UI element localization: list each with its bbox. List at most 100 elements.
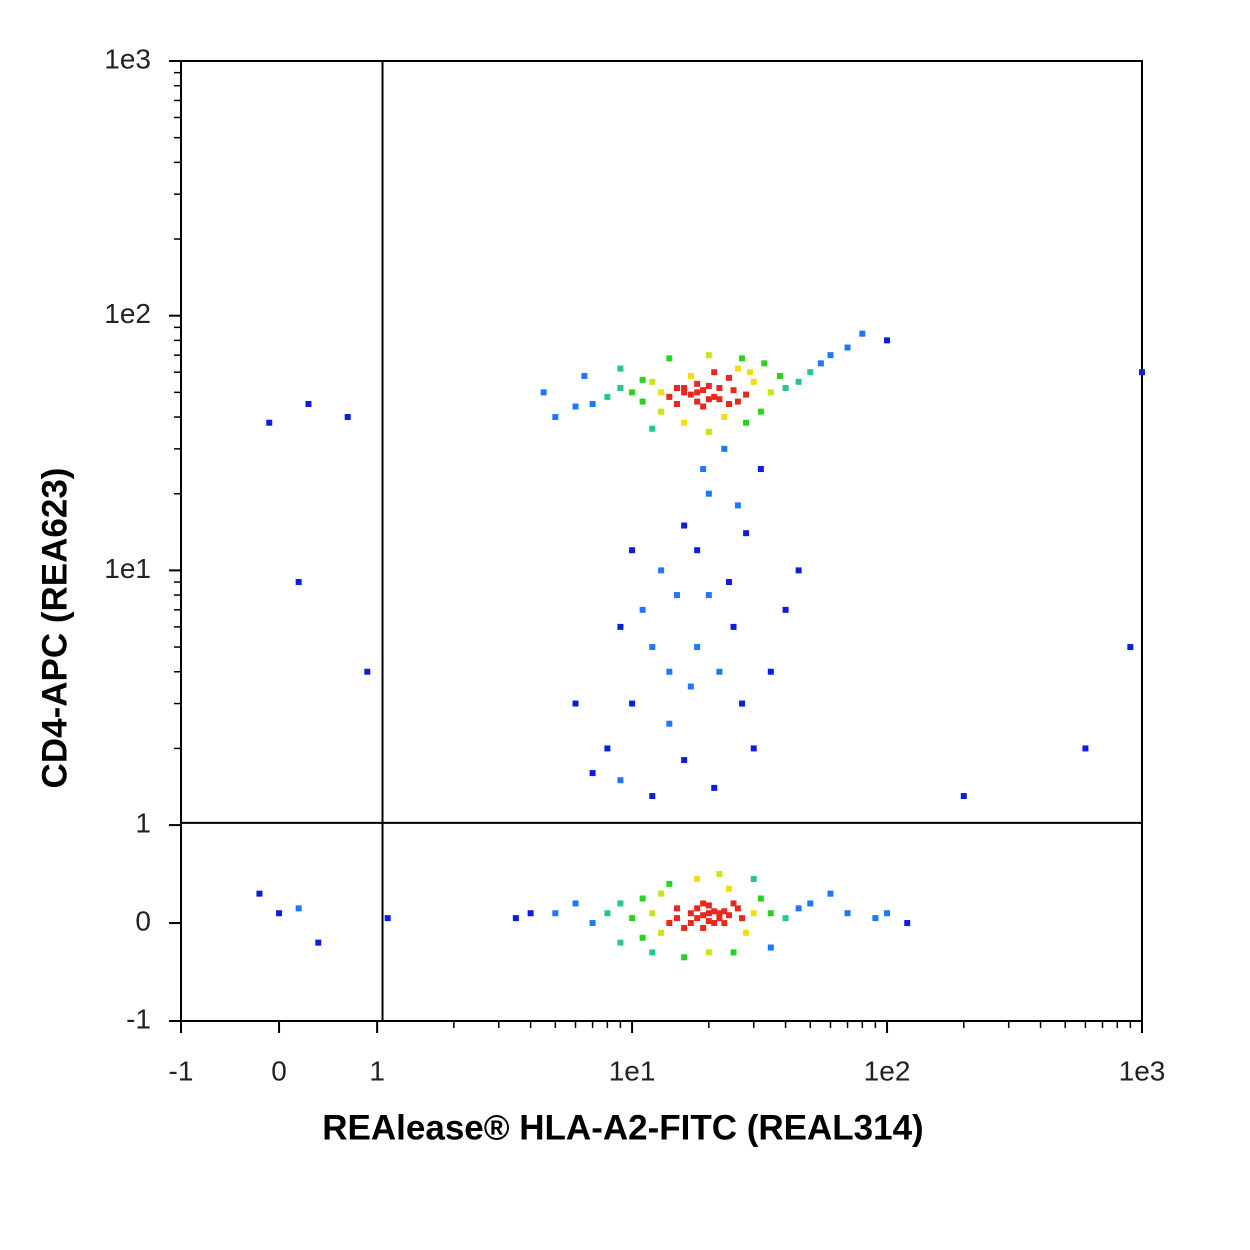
event-point xyxy=(629,389,636,396)
event-point xyxy=(1127,644,1134,651)
event-point xyxy=(734,502,741,509)
event-point xyxy=(658,929,665,936)
event-point xyxy=(795,905,802,912)
event-point xyxy=(716,871,723,878)
event-point xyxy=(617,365,624,372)
event-point xyxy=(757,408,764,415)
event-point xyxy=(700,900,707,907)
event-point xyxy=(673,592,680,599)
event-point xyxy=(266,419,273,426)
y-axis-title: CD4-APC (REA623) xyxy=(35,468,74,789)
event-point xyxy=(705,382,712,389)
event-point xyxy=(604,745,611,752)
event-point xyxy=(617,385,624,392)
event-point xyxy=(694,398,701,405)
event-point xyxy=(673,905,680,912)
x-tick-label: 1e3 xyxy=(1119,1055,1166,1086)
event-point xyxy=(295,905,302,912)
event-point xyxy=(705,352,712,359)
event-point xyxy=(734,398,741,405)
event-point xyxy=(604,393,611,400)
event-point xyxy=(726,579,733,586)
event-point xyxy=(716,396,723,403)
event-point xyxy=(694,380,701,387)
event-point xyxy=(581,372,588,379)
event-point xyxy=(795,567,802,574)
event-point xyxy=(666,880,673,887)
x-tick-label: 1e1 xyxy=(609,1055,656,1086)
event-point xyxy=(711,369,718,376)
event-point xyxy=(743,391,750,398)
event-point xyxy=(721,445,728,452)
event-point xyxy=(750,745,757,752)
x-tick-label: 0 xyxy=(271,1055,287,1086)
event-point xyxy=(589,770,596,777)
event-point xyxy=(694,389,701,396)
event-point xyxy=(666,720,673,727)
event-point xyxy=(711,908,718,915)
event-point xyxy=(512,915,519,922)
event-point xyxy=(743,929,750,936)
event-point xyxy=(649,949,656,956)
event-point xyxy=(767,668,774,675)
event-point xyxy=(700,387,707,394)
event-point xyxy=(721,414,728,421)
event-point xyxy=(649,910,656,917)
event-point xyxy=(694,915,701,922)
event-point xyxy=(776,372,783,379)
y-tick-label: -1 xyxy=(126,1003,151,1034)
event-point xyxy=(859,330,866,337)
y-tick-label: 1e3 xyxy=(104,43,151,74)
event-point xyxy=(734,365,741,372)
event-point xyxy=(844,910,851,917)
event-point xyxy=(639,606,646,613)
event-point xyxy=(757,466,764,473)
event-point xyxy=(384,915,391,922)
event-point xyxy=(705,396,712,403)
event-point xyxy=(761,360,768,367)
event-point xyxy=(552,910,559,917)
event-point xyxy=(827,890,834,897)
event-point xyxy=(705,428,712,435)
event-point xyxy=(782,915,789,922)
event-point xyxy=(750,378,757,385)
event-point xyxy=(364,668,371,675)
event-point xyxy=(730,900,737,907)
y-tick-label: 1e2 xyxy=(104,298,151,329)
y-tick-label: 0 xyxy=(135,905,151,936)
event-point xyxy=(344,414,351,421)
event-point xyxy=(673,915,680,922)
event-point xyxy=(960,793,967,800)
event-point xyxy=(782,385,789,392)
event-point xyxy=(726,401,733,408)
event-point xyxy=(629,547,636,554)
event-point xyxy=(540,389,547,396)
event-point xyxy=(743,419,750,426)
event-point xyxy=(750,875,757,882)
event-point xyxy=(617,623,624,630)
event-point xyxy=(705,918,712,925)
event-point xyxy=(589,920,596,927)
event-point xyxy=(687,391,694,398)
event-point xyxy=(711,393,718,400)
x-tick-label: 1 xyxy=(369,1055,385,1086)
event-point xyxy=(884,910,891,917)
event-point xyxy=(705,949,712,956)
event-point xyxy=(767,944,774,951)
event-point xyxy=(649,425,656,432)
event-point xyxy=(649,793,656,800)
event-point xyxy=(666,920,673,927)
event-point xyxy=(721,920,728,927)
event-point xyxy=(739,915,746,922)
event-point xyxy=(617,939,624,946)
event-point xyxy=(687,683,694,690)
event-point xyxy=(658,890,665,897)
y-tick-label: 1 xyxy=(135,807,151,838)
event-point xyxy=(687,910,694,917)
event-point xyxy=(739,700,746,707)
event-point xyxy=(673,401,680,408)
event-point xyxy=(295,579,302,586)
event-point xyxy=(705,910,712,917)
event-point xyxy=(694,875,701,882)
event-point xyxy=(705,902,712,909)
